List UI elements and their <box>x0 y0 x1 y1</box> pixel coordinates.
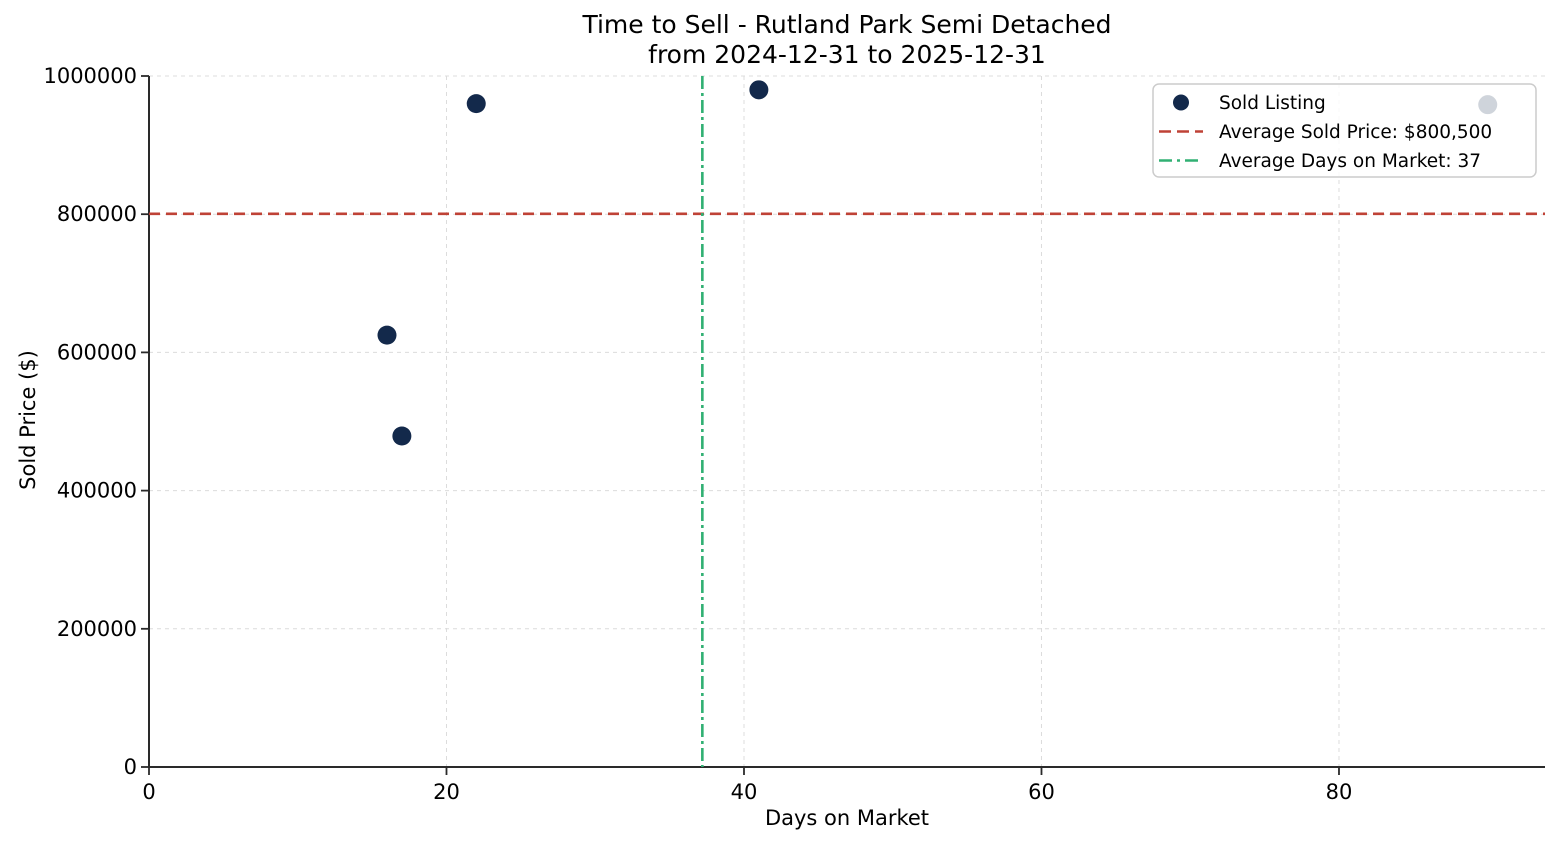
y-tick-label: 800000 <box>57 202 137 226</box>
legend-frame <box>1152 83 1537 178</box>
y-axis-label: Sold Price ($) <box>16 350 40 490</box>
legend-label: Average Days on Market: 37 <box>1219 151 1481 172</box>
scatter-point <box>466 94 486 114</box>
x-tick-label: 80 <box>1326 780 1353 804</box>
y-tick-label: 400000 <box>57 479 137 503</box>
legend-label: Sold Listing <box>1219 93 1326 114</box>
scatter-point <box>392 426 412 446</box>
y-tick-label: 200000 <box>57 617 137 641</box>
scatter-point <box>749 80 769 100</box>
legend-label: Average Sold Price: $800,500 <box>1219 122 1492 143</box>
scatter-point <box>377 325 397 345</box>
legend-marker-dot <box>1173 94 1189 111</box>
y-tick-label: 1000000 <box>43 64 137 88</box>
x-axis-label: Days on Market <box>764 806 930 830</box>
chart-title: Time to Sell - Rutland Park Semi Detache… <box>149 10 1545 70</box>
x-tick-label: 20 <box>433 780 460 804</box>
y-tick-label: 600000 <box>57 340 137 364</box>
x-tick-label: 0 <box>142 780 155 804</box>
x-tick-label: 40 <box>731 780 758 804</box>
x-tick-label: 60 <box>1028 780 1055 804</box>
chart-title-line2: from 2024-12-31 to 2025-12-31 <box>648 40 1046 69</box>
y-tick-label: 0 <box>124 755 137 779</box>
chart-title-line1: Time to Sell - Rutland Park Semi Detache… <box>582 10 1112 39</box>
